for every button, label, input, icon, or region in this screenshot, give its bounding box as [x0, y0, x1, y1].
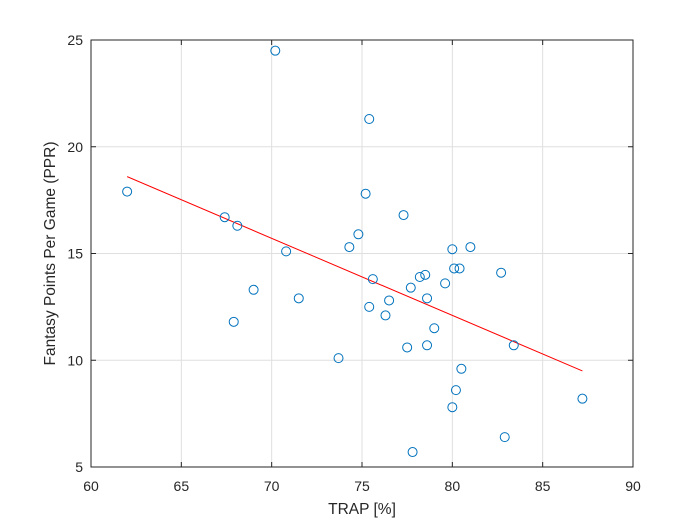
data-point — [508, 340, 519, 351]
y-tick-label: 5 — [75, 459, 83, 475]
fit-line — [126, 176, 583, 372]
grid-lines — [90, 39, 634, 468]
x-tick-label: 70 — [264, 478, 280, 494]
data-point — [465, 242, 476, 253]
x-tick-label: 60 — [83, 478, 99, 494]
data-point — [293, 293, 304, 304]
data-point — [447, 244, 458, 255]
data-point — [499, 432, 510, 443]
x-tick-label: 80 — [445, 478, 461, 494]
data-point — [364, 113, 375, 124]
data-point — [422, 293, 433, 304]
data-point — [398, 210, 409, 221]
y-tick-label: 15 — [67, 246, 83, 262]
data-point — [344, 242, 355, 253]
data-point — [422, 340, 433, 351]
data-point — [449, 263, 460, 274]
data-point — [353, 229, 364, 240]
axis-ticks: 60 65 70 75 80 85 90 5 10 15 20 25 — [67, 32, 641, 494]
data-point — [360, 188, 371, 199]
y-tick-label: 20 — [67, 139, 83, 155]
x-tick-label: 90 — [625, 478, 641, 494]
x-tick-label: 75 — [354, 478, 370, 494]
data-point — [577, 393, 588, 404]
data-point — [248, 284, 259, 295]
data-point — [440, 278, 451, 289]
data-point — [447, 402, 458, 413]
y-axis-label: Fantasy Points Per Game (PPR) — [42, 142, 59, 366]
fit-line-layer — [126, 176, 583, 372]
data-point — [405, 282, 416, 293]
data-point — [333, 353, 344, 364]
data-point — [232, 220, 243, 231]
x-axis-label: TRAP [%] — [328, 501, 396, 518]
data-point — [380, 310, 391, 321]
y-tick-label: 10 — [67, 352, 83, 368]
data-point — [456, 363, 467, 374]
data-point — [367, 274, 378, 285]
data-point — [407, 447, 418, 458]
data-point — [454, 263, 465, 274]
data-point — [228, 316, 239, 327]
data-point — [429, 323, 440, 334]
data-point — [270, 45, 281, 56]
y-tick-label: 25 — [67, 32, 83, 48]
data-point — [420, 269, 431, 280]
data-point — [496, 267, 507, 278]
x-tick-label: 85 — [535, 478, 551, 494]
data-point — [219, 212, 230, 223]
data-point — [281, 246, 292, 257]
data-point — [364, 301, 375, 312]
data-point — [122, 186, 133, 197]
data-point — [384, 295, 395, 306]
data-point — [414, 271, 425, 282]
x-tick-label: 65 — [174, 478, 190, 494]
data-point — [450, 385, 461, 396]
data-point — [402, 342, 413, 353]
data-points — [122, 45, 588, 458]
